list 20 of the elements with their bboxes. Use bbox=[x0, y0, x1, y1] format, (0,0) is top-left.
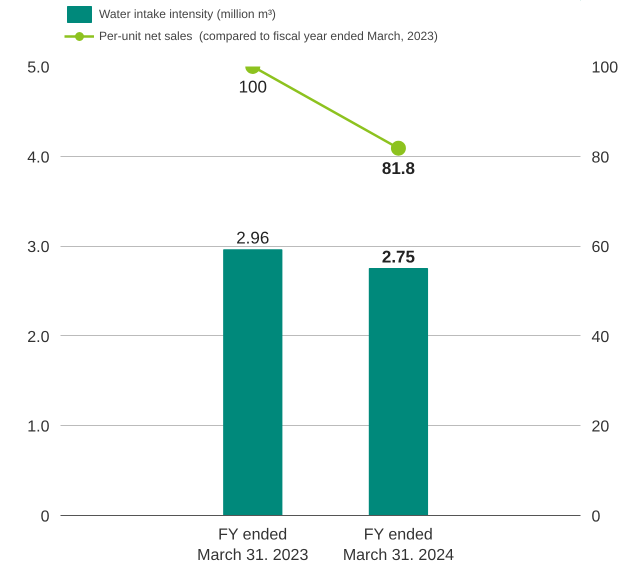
x-tick-label: FY ended March 31. 2024 bbox=[342, 526, 454, 564]
y-tick-label: 5.0 bbox=[27, 60, 50, 76]
x-tick-label: FY ended March 31. 2023 bbox=[197, 526, 308, 564]
data-label: 2.96 bbox=[236, 228, 270, 248]
y-tick-label: 1.0 bbox=[27, 418, 50, 436]
y2-tick-label: 0 bbox=[592, 508, 600, 526]
data-label: 81.8 bbox=[382, 159, 415, 178]
legend-label: Water intake intensity (million m³) bbox=[99, 7, 276, 21]
y-tick-label: 0 bbox=[40, 508, 50, 526]
y-tick-label: 4.0 bbox=[27, 149, 50, 166]
y2-tick-label: 80 bbox=[592, 149, 610, 166]
y2-tick-label: 100 bbox=[592, 60, 618, 76]
data-label: 100 bbox=[238, 78, 267, 96]
data-label: 2.75 bbox=[382, 248, 415, 267]
y-tick-label: 3.0 bbox=[27, 239, 50, 256]
y-tick-label: 2.0 bbox=[27, 328, 50, 346]
y2-tick-label: 40 bbox=[592, 328, 610, 346]
legend-label: Per-unit net sales (compared to fiscal year ended March, 2023) bbox=[99, 29, 438, 43]
y2-tick-label: 60 bbox=[592, 239, 610, 256]
y2-tick-label: 20 bbox=[592, 418, 610, 436]
